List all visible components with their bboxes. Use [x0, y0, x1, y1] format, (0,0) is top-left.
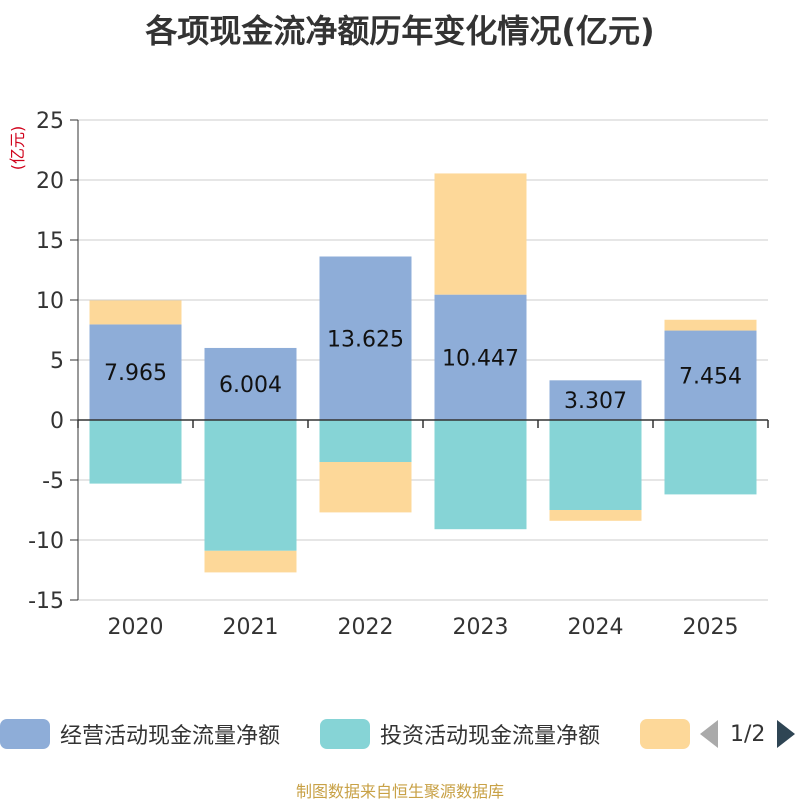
- legend-label-investing: 投资活动现金流量净额: [380, 724, 601, 749]
- legend-prev-page-icon[interactable]: [700, 720, 718, 748]
- legend-pager: 1/2: [700, 716, 796, 752]
- data-label: 7.454: [679, 364, 742, 389]
- bar-0-2025: [664, 330, 757, 420]
- legend: 经营活动现金流量净额 投资活动现金流量净额 1/2: [0, 716, 800, 752]
- bar-1-2024: [549, 420, 642, 510]
- bar-0-2020: [89, 324, 182, 420]
- data-label: 13.625: [327, 327, 404, 352]
- bar-2-2020: [89, 300, 182, 325]
- chart-plot: 25 20 15 10 5 0 -5 -10 -15 2020 2021 2022 2023 2024 20…: [28, 109, 769, 640]
- legend-item-financing[interactable]: [640, 716, 690, 752]
- y-tick-label: -10: [28, 529, 64, 554]
- data-label: 7.965: [104, 361, 167, 386]
- y-tick-label: -15: [28, 589, 64, 614]
- bar-2-2023: [434, 173, 527, 295]
- bar-1-2025: [664, 420, 757, 495]
- y-tick-label: 10: [36, 289, 64, 314]
- x-tick-label: 2025: [683, 615, 739, 640]
- bar-1-2021: [204, 420, 297, 551]
- bar-0-2023: [434, 294, 527, 420]
- bar-2-2021: [204, 550, 297, 573]
- legend-swatch-investing: [320, 719, 370, 749]
- bar-2-2022: [319, 462, 412, 513]
- axis-layer: 25 20 15 10 5 0 -5 -10 -15 2020 2021 2022 2023 2024 20…: [28, 109, 769, 640]
- y-tick-label: -5: [42, 469, 64, 494]
- bar-0-2022: [319, 256, 412, 420]
- bar-1-2020: [89, 420, 182, 484]
- x-tick-label: 2021: [223, 615, 279, 640]
- legend-swatch-operating: [0, 719, 50, 749]
- data-label-layer: 7.965 6.004 13.625 10.447 3.307 7.454: [104, 327, 742, 414]
- bar-0-2024: [549, 380, 642, 420]
- legend-item-investing[interactable]: 投资活动现金流量净额: [320, 716, 600, 752]
- legend-item-operating[interactable]: 经营活动现金流量净额: [0, 716, 280, 752]
- legend-swatch-financing: [640, 719, 690, 749]
- legend-next-page-icon[interactable]: [777, 720, 796, 748]
- bar-2-2024: [549, 510, 642, 521]
- grid-layer: [78, 119, 768, 601]
- x-tick-label: 2020: [108, 615, 164, 640]
- bar-0-2021: [204, 347, 297, 420]
- y-tick-label: 15: [36, 229, 64, 254]
- legend-page-indicator: 1/2: [730, 721, 766, 747]
- y-tick-label: 5: [50, 349, 64, 374]
- data-label: 10.447: [442, 346, 519, 371]
- data-label: 6.004: [219, 373, 282, 398]
- bar-2-2025: [664, 319, 757, 331]
- data-label: 3.307: [564, 389, 627, 414]
- x-tick-label: 2023: [453, 615, 509, 640]
- x-tick-label: 2024: [568, 615, 624, 640]
- legend-label-operating: 经营活动现金流量净额: [60, 724, 281, 749]
- data-source-note: 制图数据来自恒生聚源数据库: [295, 782, 504, 801]
- bar-1-2023: [434, 420, 527, 530]
- chart-title: 各项现金流净额历年变化情况(亿元): [145, 12, 655, 50]
- x-tick-label: 2022: [338, 615, 394, 640]
- y-tick-label: 20: [36, 169, 64, 194]
- y-tick-label: 25: [36, 109, 64, 134]
- bar-layer: [89, 173, 757, 573]
- bar-1-2022: [319, 420, 412, 462]
- y-tick-label: 0: [50, 409, 64, 434]
